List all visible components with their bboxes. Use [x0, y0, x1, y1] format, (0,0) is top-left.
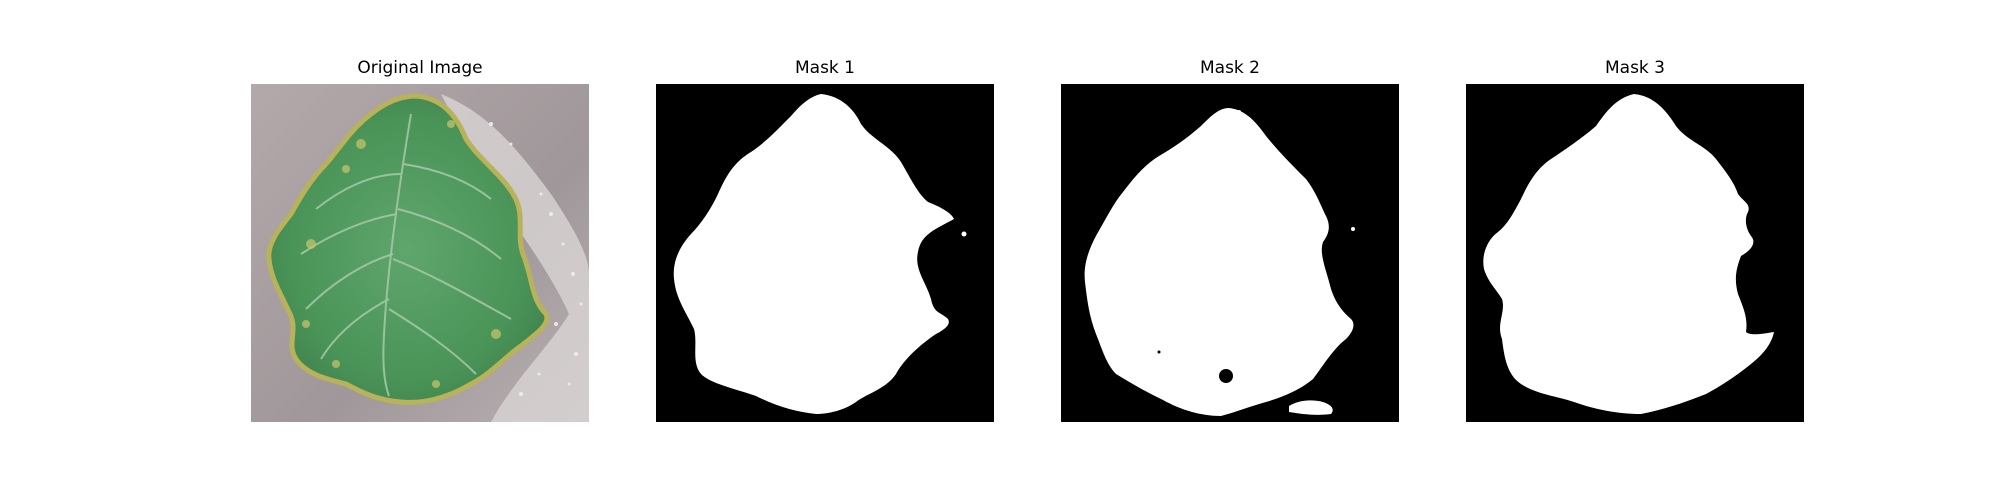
- mask-foreground: [673, 94, 954, 414]
- mask-foreground: [1084, 108, 1354, 416]
- mask-2-panel: [1061, 84, 1399, 422]
- mask-3-title: Mask 3: [1604, 58, 1665, 78]
- speckle-dots: [489, 122, 583, 396]
- leaf-shape: [266, 93, 550, 405]
- mask-fragment: [1351, 227, 1355, 231]
- mask-hole: [1219, 369, 1233, 383]
- mask-2-title: Mask 2: [1199, 58, 1260, 78]
- mask-1-panel: [656, 84, 994, 422]
- leaf-photo: [251, 84, 589, 422]
- mask-hole: [1157, 350, 1161, 354]
- mask-fragment: [961, 231, 967, 237]
- original-image-panel: [251, 84, 589, 422]
- leaf-spots: [302, 120, 501, 388]
- mask-fragment: [1289, 400, 1333, 415]
- mask-fragment: [1237, 110, 1241, 114]
- mask-3-panel: [1466, 84, 1804, 422]
- mask-1-title: Mask 1: [794, 58, 855, 78]
- mask-3-image: [1466, 84, 1804, 422]
- mask-hole: [1331, 222, 1335, 226]
- mask-foreground: [1483, 94, 1774, 414]
- mask-1-image: [656, 84, 994, 422]
- original-image-title: Original Image: [357, 58, 483, 78]
- speckle-region: [441, 94, 589, 422]
- mask-2-image: [1061, 84, 1399, 422]
